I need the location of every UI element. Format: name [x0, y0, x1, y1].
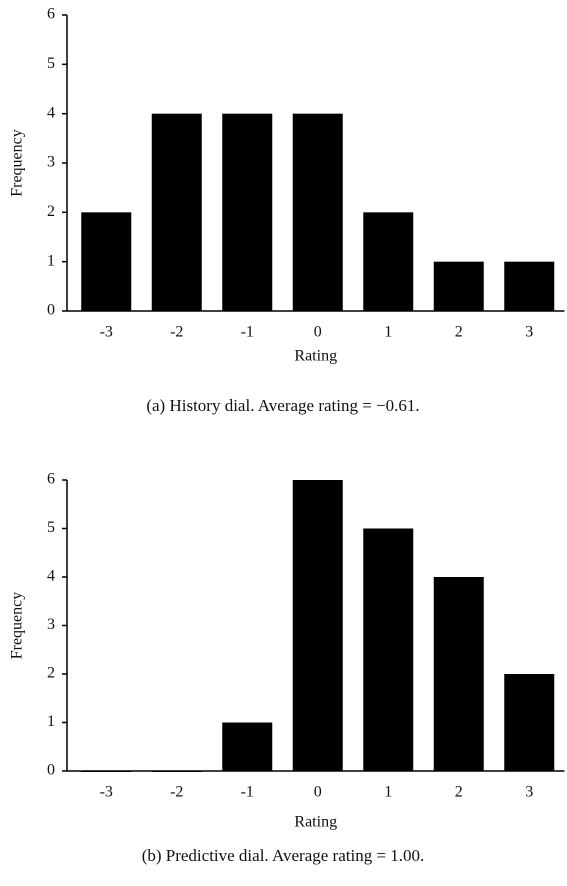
bar	[504, 261, 555, 311]
bar	[151, 113, 202, 312]
x-tick-label: -2	[170, 784, 183, 801]
bar	[504, 674, 555, 771]
x-tick-label: 0	[314, 784, 322, 801]
bar	[292, 480, 343, 771]
x-axis-label: Rating	[294, 814, 337, 831]
x-tick-label: -1	[241, 324, 254, 341]
bar	[222, 722, 273, 771]
y-tick-label: 4	[47, 568, 55, 585]
bar	[81, 212, 132, 311]
y-tick-label: 1	[47, 713, 55, 730]
y-axis-label: Frequency	[9, 129, 26, 197]
y-tick-label: 1	[47, 252, 55, 269]
y-tick-label: 2	[47, 203, 55, 220]
x-tick-label: 1	[384, 784, 392, 801]
bar	[363, 212, 414, 311]
y-tick-label: 6	[47, 6, 55, 23]
y-tick-label: 4	[47, 104, 55, 121]
y-tick-label: 0	[47, 302, 55, 319]
bar	[363, 528, 414, 771]
x-tick-label: 1	[384, 324, 392, 341]
y-tick-label: 0	[47, 762, 55, 779]
x-tick-label: 0	[314, 324, 322, 341]
x-tick-label: -1	[241, 784, 254, 801]
bar	[433, 577, 484, 771]
caption: (b) Predictive dial. Average rating = 1.…	[142, 846, 425, 865]
bar	[222, 113, 273, 312]
x-tick-label: -3	[100, 324, 113, 341]
y-tick-label: 5	[47, 55, 55, 72]
y-axis-label: Frequency	[9, 592, 26, 660]
y-tick-label: 3	[47, 154, 55, 171]
x-tick-label: 3	[525, 324, 533, 341]
x-tick-label: 2	[455, 784, 463, 801]
x-tick-label: -3	[100, 784, 113, 801]
caption: (a) History dial. Average rating = −0.61…	[146, 396, 419, 415]
bar	[292, 113, 343, 312]
x-tick-label: 2	[455, 324, 463, 341]
y-tick-label: 2	[47, 665, 55, 682]
x-tick-label: -2	[170, 324, 183, 341]
x-axis-label: Rating	[294, 348, 337, 365]
y-tick-label: 5	[47, 519, 55, 536]
bar	[433, 261, 484, 311]
x-tick-label: 3	[525, 784, 533, 801]
y-tick-label: 6	[47, 471, 55, 488]
y-tick-label: 3	[47, 616, 55, 633]
